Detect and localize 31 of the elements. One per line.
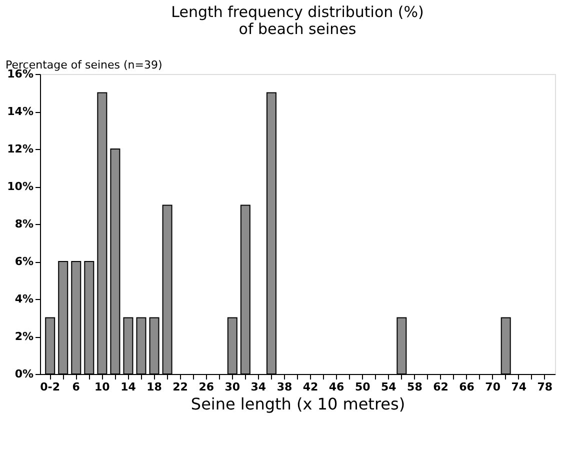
x-tick-label: 46 xyxy=(328,380,345,394)
x-tick-label: 34 xyxy=(250,380,266,394)
x-tick-label: 30 xyxy=(224,380,240,394)
text: Length frequency distribution (%) xyxy=(171,3,424,21)
x-tick-label: 74 xyxy=(511,380,527,394)
x-tick-label: 66 xyxy=(459,380,475,394)
x-tick-label: 58 xyxy=(407,380,422,394)
y-tick-label: 10% xyxy=(7,180,34,193)
x-tick-label: 70 xyxy=(485,380,501,394)
x-tick-label: 54 xyxy=(380,380,397,394)
x-tick-label: 0-2 xyxy=(40,380,60,394)
x-tick-label: 38 xyxy=(276,380,292,394)
x-tick-label: 18 xyxy=(146,380,162,394)
y-tick-label: 6% xyxy=(14,255,34,268)
text: of beach seines xyxy=(238,20,356,38)
x-tick-label: 6 xyxy=(72,380,80,394)
x-tick-label: 78 xyxy=(537,380,553,394)
x-tick-label: 42 xyxy=(302,380,318,394)
x-tick-label: 26 xyxy=(198,380,214,394)
x-tick-label: 62 xyxy=(433,380,448,394)
x-tick-label: 10 xyxy=(94,380,110,394)
y-tick-label: 4% xyxy=(14,292,34,306)
x-tick-label: 50 xyxy=(354,380,371,394)
x-tick-label: 14 xyxy=(120,380,136,394)
y-tick-label: 0% xyxy=(14,368,34,380)
x-axis-title: Seine length (x 10 metres) xyxy=(190,394,406,414)
y-tick-label: 14% xyxy=(7,105,34,118)
x-tick-label: 22 xyxy=(172,380,188,394)
y-tick-label: 12% xyxy=(7,142,34,156)
y-tick-label: 2% xyxy=(14,330,34,343)
y-tick-label: 8% xyxy=(14,218,34,230)
